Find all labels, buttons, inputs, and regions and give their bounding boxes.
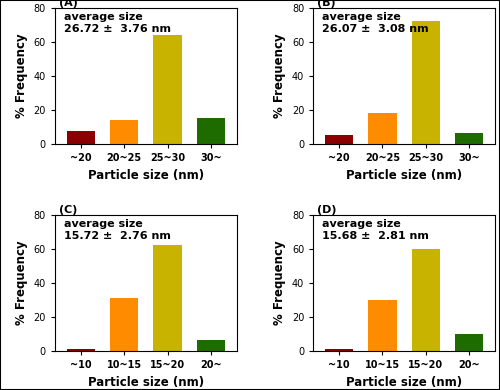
Bar — [154, 35, 182, 144]
Bar — [368, 113, 396, 144]
X-axis label: Particle size (nm): Particle size (nm) — [346, 376, 462, 388]
Y-axis label: % Frequency: % Frequency — [15, 34, 28, 118]
Y-axis label: % Frequency: % Frequency — [273, 241, 286, 325]
Text: average size
26.07 ±  3.08 nm: average size 26.07 ± 3.08 nm — [322, 12, 429, 34]
Text: average size
15.72 ±  2.76 nm: average size 15.72 ± 2.76 nm — [64, 219, 171, 241]
Y-axis label: % Frequency: % Frequency — [273, 34, 286, 118]
X-axis label: Particle size (nm): Particle size (nm) — [88, 168, 204, 182]
Text: (D): (D) — [317, 205, 336, 215]
Bar — [455, 334, 483, 351]
Bar — [412, 21, 440, 144]
Bar — [455, 133, 483, 144]
Text: average size
15.68 ±  2.81 nm: average size 15.68 ± 2.81 nm — [322, 219, 429, 241]
X-axis label: Particle size (nm): Particle size (nm) — [346, 168, 462, 182]
Bar — [325, 135, 353, 144]
Y-axis label: % Frequency: % Frequency — [15, 241, 28, 325]
X-axis label: Particle size (nm): Particle size (nm) — [88, 376, 204, 388]
Bar — [325, 349, 353, 351]
Bar — [110, 298, 138, 351]
Bar — [67, 131, 95, 144]
Bar — [368, 300, 396, 351]
Bar — [197, 119, 225, 144]
Text: (B): (B) — [317, 0, 336, 8]
Bar — [412, 249, 440, 351]
Bar — [110, 120, 138, 144]
Text: (C): (C) — [58, 205, 77, 215]
Text: average size
26.72 ±  3.76 nm: average size 26.72 ± 3.76 nm — [64, 12, 171, 34]
Bar — [197, 340, 225, 351]
Bar — [154, 245, 182, 351]
Bar — [67, 349, 95, 351]
Text: (A): (A) — [58, 0, 78, 8]
